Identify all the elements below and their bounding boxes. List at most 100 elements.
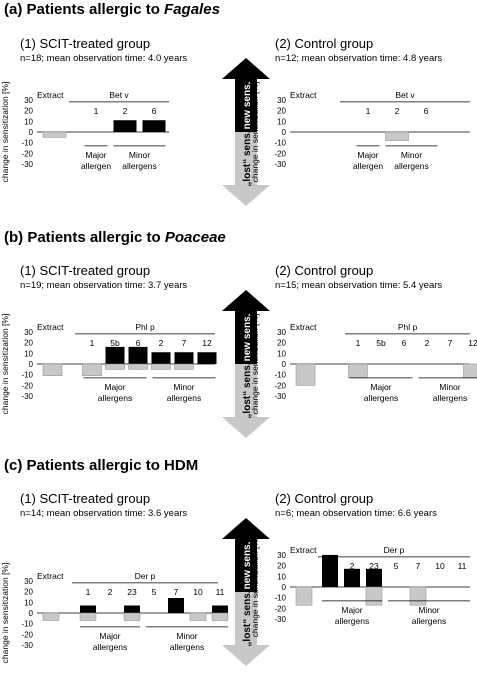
component-label: 12 bbox=[202, 338, 212, 348]
y-tick-label: 30 bbox=[24, 577, 33, 586]
allergen-group-label: allergens bbox=[364, 393, 399, 403]
extract-label: Extract bbox=[37, 322, 64, 332]
y-tick-label: -10 bbox=[21, 139, 33, 148]
y-tick-label: 0 bbox=[29, 609, 34, 618]
loss-bar bbox=[365, 586, 383, 606]
extract-label: Extract bbox=[37, 571, 64, 581]
y-tick-label: -30 bbox=[21, 641, 33, 650]
allergen-group-label: allergens bbox=[167, 393, 202, 403]
chart-panel-c-control: (2) Control group n=6; mean observation t… bbox=[250, 491, 470, 637]
y-tick-label: -10 bbox=[274, 594, 286, 603]
component-label: 6 bbox=[424, 106, 429, 116]
allergen-group-label: Minor bbox=[439, 382, 460, 392]
new-sensitization-arrow bbox=[222, 58, 270, 132]
component-label: 7 bbox=[174, 587, 179, 597]
y-tick-label: -10 bbox=[274, 371, 286, 380]
y-tick-label: 0 bbox=[29, 360, 34, 369]
component-label: 2 bbox=[350, 561, 355, 571]
y-tick-label: 10 bbox=[277, 572, 286, 581]
component-label: 12 bbox=[468, 338, 477, 348]
new-sensitization-arrow bbox=[222, 518, 270, 592]
allergen-group-label: allergens bbox=[412, 616, 447, 626]
gain-bar bbox=[105, 346, 125, 364]
y-tick-label: 0 bbox=[282, 583, 287, 592]
loss-bar bbox=[123, 612, 141, 621]
allergen-group-label: allergens bbox=[433, 393, 468, 403]
y-tick-label: -20 bbox=[21, 149, 33, 158]
y-tick-label: 0 bbox=[29, 128, 34, 137]
allergen-group-label: Major bbox=[341, 605, 362, 615]
gain-bar bbox=[128, 346, 148, 364]
y-tick-label: -10 bbox=[21, 620, 33, 629]
allergen-group-label: Major bbox=[85, 150, 106, 160]
y-tick-label: 20 bbox=[277, 562, 286, 571]
y-tick-label: -20 bbox=[274, 381, 286, 390]
component-label: 5b bbox=[110, 338, 120, 348]
component-label: 6 bbox=[152, 106, 157, 116]
component-label: 1 bbox=[90, 338, 95, 348]
sensitization-arrow-c: new sens.„lost“ sens. bbox=[222, 518, 270, 666]
component-label: 11 bbox=[458, 561, 467, 571]
allergen-group-label: Minor bbox=[129, 150, 150, 160]
y-tick-label: 10 bbox=[277, 349, 286, 358]
panel-title: (1) SCIT-treated group bbox=[20, 491, 150, 506]
allergen-group-label: allergens bbox=[394, 161, 429, 171]
gain-bar bbox=[366, 568, 382, 587]
y-tick-label: -30 bbox=[21, 160, 33, 169]
y-tick-label: 10 bbox=[277, 117, 286, 126]
loss-bar bbox=[174, 363, 194, 370]
section-heading-b: (b) Patients allergic to Poaceae bbox=[4, 229, 226, 246]
section-heading-taxon: Fagales bbox=[164, 1, 220, 18]
y-axis-label: change in sensitization [%] bbox=[0, 563, 10, 664]
sensitization-arrow-a: new sens.„lost“ sens. bbox=[222, 58, 270, 206]
chart-panel-b-control: (2) Control group n=15; mean observation … bbox=[250, 263, 477, 414]
lost-sensitization-label: „lost“ sens. bbox=[242, 130, 253, 186]
loss-bar bbox=[151, 363, 171, 370]
loss-bar bbox=[409, 586, 427, 606]
y-tick-label: 20 bbox=[24, 588, 33, 597]
gain-bar bbox=[80, 605, 96, 613]
y-tick-label: 10 bbox=[24, 598, 33, 607]
gain-bar bbox=[322, 554, 338, 587]
extract-bar bbox=[42, 363, 63, 377]
section-heading-taxon: Poaceae bbox=[165, 229, 226, 246]
component-group-label: Phl p bbox=[398, 322, 418, 332]
y-tick-label: 0 bbox=[282, 360, 287, 369]
loss-bar bbox=[348, 363, 368, 379]
component-label: 6 bbox=[136, 338, 141, 348]
allergen-group-label: Minor bbox=[418, 605, 439, 615]
y-tick-label: -10 bbox=[21, 371, 33, 380]
extract-label: Extract bbox=[290, 90, 317, 100]
y-tick-label: 30 bbox=[24, 96, 33, 105]
component-label: 2 bbox=[108, 587, 113, 597]
new-sensitization-label: new sens. bbox=[242, 541, 253, 589]
extract-label: Extract bbox=[290, 545, 317, 555]
new-sensitization-arrow bbox=[222, 290, 270, 364]
gain-bar bbox=[197, 352, 217, 364]
allergen-group-label: Minor bbox=[173, 382, 194, 392]
y-tick-label: 10 bbox=[24, 117, 33, 126]
y-tick-label: -20 bbox=[21, 381, 33, 390]
loss-bar bbox=[82, 363, 102, 377]
chart-panel-a-scit: (1) SCIT-treated group n=18; mean observa… bbox=[0, 36, 187, 182]
gain-bar bbox=[113, 120, 137, 132]
gain-bar bbox=[124, 605, 140, 613]
gain-bar bbox=[151, 352, 171, 364]
chart-panel-a-control: (2) Control group n=12; mean observation … bbox=[250, 36, 470, 182]
loss-bar bbox=[385, 131, 409, 141]
component-label: 23 bbox=[369, 561, 379, 571]
gain-bar bbox=[168, 598, 184, 613]
y-tick-label: -10 bbox=[274, 139, 286, 148]
allergen-group-label: Major bbox=[104, 382, 125, 392]
extract-bar bbox=[42, 131, 67, 138]
component-label: 1 bbox=[86, 587, 91, 597]
panel-title: (2) Control group bbox=[275, 263, 373, 278]
component-group-label: Der p bbox=[135, 571, 156, 581]
lost-sensitization-label: „lost“ sens. bbox=[242, 590, 253, 646]
section-heading-text: (c) Patients allergic to HDM bbox=[4, 457, 198, 474]
panel-subtitle: n=6; mean observation time: 6.6 years bbox=[275, 508, 437, 519]
panel-subtitle: n=18; mean observation time: 4.0 years bbox=[20, 53, 187, 64]
new-sensitization-label: new sens. bbox=[242, 81, 253, 129]
component-label: 10 bbox=[193, 587, 203, 597]
component-group-label: Bet v bbox=[109, 90, 129, 100]
